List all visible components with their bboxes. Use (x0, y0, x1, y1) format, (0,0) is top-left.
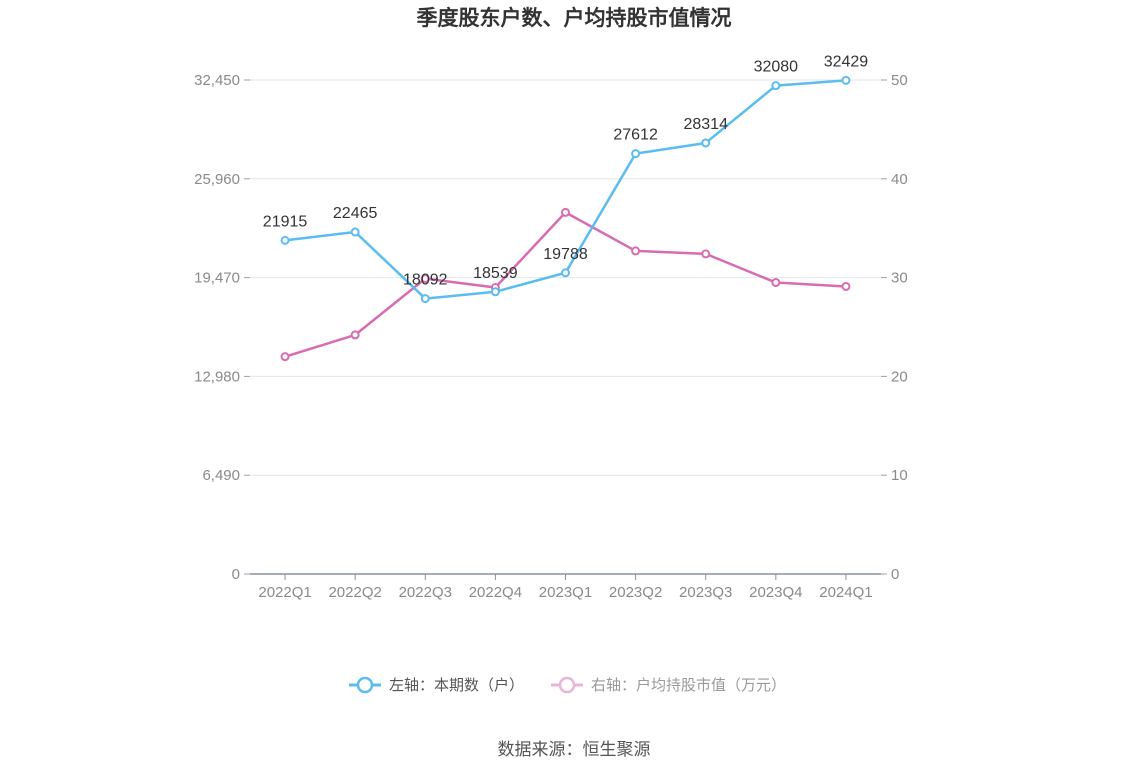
right-tick-label: 50 (891, 72, 908, 89)
households-point (841, 75, 851, 85)
households-point (280, 235, 290, 245)
left-axis: 0 6,490 12,980 19,470 25,960 32,450 (194, 72, 250, 583)
right-tick-label: 0 (891, 566, 899, 583)
households-data-label: 18092 (403, 272, 448, 289)
left-tick-label: 32,450 (194, 72, 240, 89)
legend[interactable]: 左轴：本期数（户） 右轴：户均持股市值（万元） (349, 676, 786, 694)
chart-title: 季度股东户数、户均持股市值情况 (417, 6, 732, 30)
households-point (420, 294, 430, 304)
x-tick-label: 2023Q3 (679, 584, 732, 601)
households-data-label: 21915 (263, 213, 308, 230)
households-point (771, 81, 781, 91)
x-tick-label: 2023Q1 (539, 584, 592, 601)
legend-marker-households (356, 676, 374, 694)
left-tick-label: 12,980 (194, 368, 240, 385)
x-tick-label: 2023Q2 (609, 584, 662, 601)
right-tick-label: 40 (891, 171, 908, 188)
right-tick-label: 30 (891, 270, 908, 287)
avg-value-point (771, 278, 781, 288)
households-data-label: 28314 (683, 116, 728, 133)
left-tick-label: 19,470 (194, 270, 240, 287)
legend-item-avg-value[interactable]: 右轴：户均持股市值（万元） (551, 676, 786, 694)
grid-lines (250, 79, 881, 476)
x-tick-label: 2022Q4 (469, 584, 522, 601)
avg-value-point (561, 207, 570, 217)
left-tick-label: 0 (232, 566, 240, 583)
series-group: 21915 22465 18092 18539 19788 27612 28314 32080… (263, 53, 869, 362)
avg-value-point (631, 246, 641, 256)
households-data-label: 32429 (824, 53, 869, 70)
x-tick-label: 2022Q2 (328, 584, 381, 601)
legend-item-households[interactable]: 左轴：本期数（户） (349, 676, 524, 694)
x-tick-label: 2022Q3 (399, 584, 452, 601)
right-axis: 0 10 20 30 40 50 (881, 72, 908, 583)
left-tick-label: 6,490 (202, 467, 240, 484)
households-point (350, 227, 360, 237)
legend-label-avg-value: 右轴：户均持股市值（万元） (591, 676, 786, 694)
left-tick-label: 25,960 (194, 171, 240, 188)
right-tick-label: 10 (891, 467, 908, 484)
legend-label-households: 左轴：本期数（户） (389, 676, 524, 694)
source-note: 数据来源：恒生聚源 (498, 740, 651, 760)
households-data-label: 32080 (754, 59, 799, 76)
avg-value-point (701, 249, 711, 259)
avg-value-point (841, 281, 851, 291)
x-tick-label: 2023Q4 (749, 584, 802, 601)
households-point (701, 138, 711, 148)
x-tick-label: 2024Q1 (819, 584, 872, 601)
avg-value-point (350, 330, 360, 340)
avg-value-point (420, 274, 430, 284)
avg-value-point (280, 352, 290, 362)
households-point (631, 149, 641, 159)
households-data-label: 27612 (613, 127, 658, 144)
households-data-label: 22465 (333, 205, 378, 222)
x-tick-label: 2022Q1 (258, 584, 311, 601)
x-axis: 2022Q1 2022Q2 2022Q3 2022Q4 2023Q1 2023Q2 2023… (250, 573, 881, 601)
households-point (561, 268, 570, 278)
households-point (490, 287, 500, 297)
households-data-label: 19788 (543, 246, 588, 263)
legend-marker-avg-value (558, 676, 576, 694)
right-tick-label: 20 (891, 368, 908, 385)
households-line (284, 79, 847, 300)
households-data-label: 18539 (473, 265, 518, 282)
avg-value-line (284, 211, 847, 358)
